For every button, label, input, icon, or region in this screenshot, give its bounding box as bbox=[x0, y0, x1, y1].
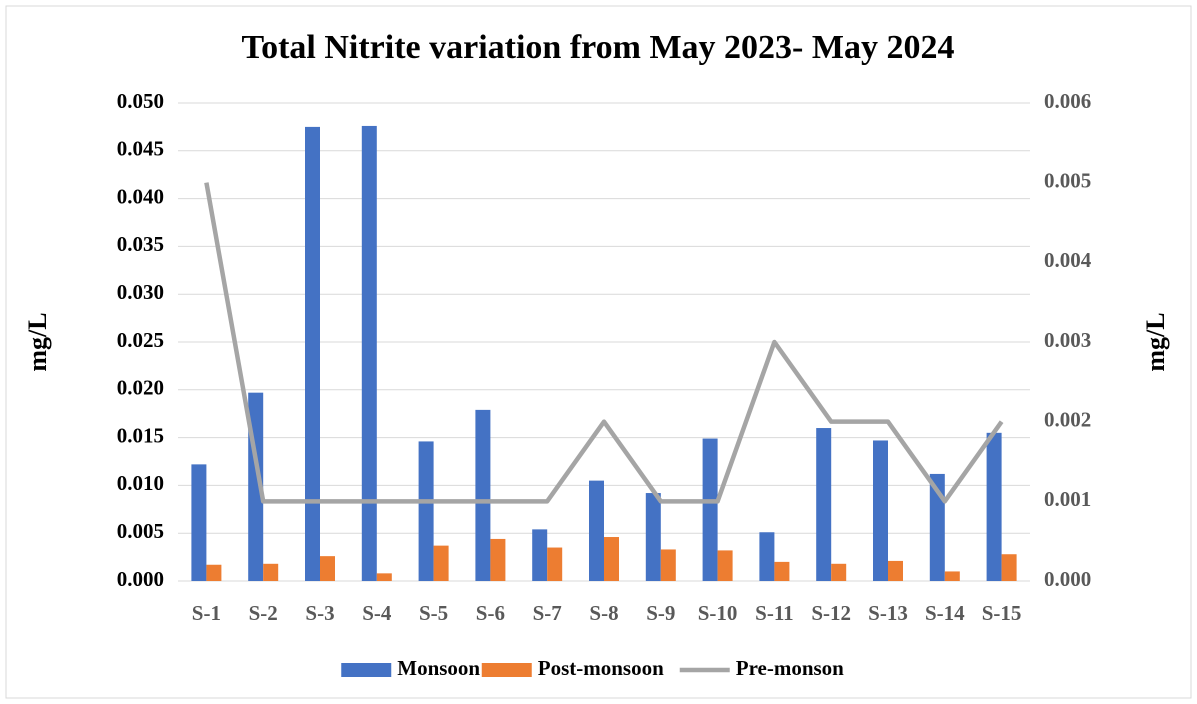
bar bbox=[191, 464, 207, 581]
chart-border bbox=[5, 5, 1192, 699]
bar bbox=[475, 409, 491, 581]
x-tick-label: S-6 bbox=[476, 601, 505, 625]
x-tick-label: S-15 bbox=[982, 601, 1022, 625]
y-tick-label: 0.030 bbox=[117, 280, 164, 304]
y2-tick-label: 0.002 bbox=[1044, 407, 1091, 431]
bar bbox=[532, 529, 548, 581]
x-tick-label: S-2 bbox=[249, 601, 278, 625]
y2-tick-label: 0.006 bbox=[1044, 89, 1091, 113]
x-tick-label: S-1 bbox=[192, 601, 221, 625]
x-tick-label: S-7 bbox=[533, 601, 562, 625]
x-tick-label: S-13 bbox=[868, 601, 908, 625]
legend-label: Post-monsoon bbox=[538, 656, 664, 680]
y2-tick-label: 0.003 bbox=[1044, 328, 1091, 352]
bar bbox=[986, 432, 1002, 581]
bar bbox=[645, 493, 661, 581]
y-tick-label: 0.000 bbox=[117, 567, 164, 591]
x-tick-label: S-5 bbox=[419, 601, 448, 625]
bar bbox=[490, 538, 506, 581]
bar bbox=[717, 550, 733, 581]
y-tick-label: 0.020 bbox=[117, 376, 164, 400]
bar bbox=[320, 556, 335, 581]
bar bbox=[263, 563, 279, 581]
y-axis-label: mg/L bbox=[23, 312, 52, 371]
bar bbox=[361, 125, 377, 581]
bar bbox=[433, 545, 449, 581]
bar bbox=[774, 561, 790, 581]
bar bbox=[206, 564, 222, 581]
x-tick-label: S-9 bbox=[646, 601, 675, 625]
bar bbox=[759, 532, 775, 581]
bar bbox=[604, 537, 619, 581]
x-tick-label: S-10 bbox=[698, 601, 738, 625]
bar bbox=[702, 438, 718, 581]
x-tick-label: S-11 bbox=[755, 601, 794, 625]
y-tick-label: 0.005 bbox=[117, 519, 164, 543]
y-tick-label: 0.040 bbox=[117, 184, 164, 208]
y2-tick-label: 0.005 bbox=[1044, 168, 1091, 192]
legend-label: Pre-monson bbox=[736, 656, 844, 680]
bar bbox=[888, 560, 903, 581]
y-tick-label: 0.025 bbox=[117, 328, 164, 352]
y-tick-label: 0.045 bbox=[117, 137, 164, 161]
bar bbox=[589, 480, 604, 581]
x-tick-label: S-12 bbox=[811, 601, 851, 625]
bar bbox=[816, 428, 832, 581]
x-tick-label: S-8 bbox=[589, 601, 618, 625]
y2-tick-label: 0.000 bbox=[1044, 567, 1091, 591]
line bbox=[204, 182, 1004, 504]
bar bbox=[831, 563, 847, 581]
legend-swatch bbox=[481, 663, 532, 677]
y-tick-label: 0.010 bbox=[117, 471, 164, 495]
x-tick-label: S-3 bbox=[305, 601, 334, 625]
chart-title: Total Nitrite variation from May 2023- M… bbox=[242, 29, 955, 66]
y2-tick-label: 0.004 bbox=[1044, 248, 1092, 272]
y-tick-label: 0.050 bbox=[117, 89, 164, 113]
legend-swatch bbox=[341, 663, 392, 677]
x-tick-label: S-4 bbox=[362, 601, 392, 625]
bar bbox=[944, 571, 960, 581]
y2-tick-label: 0.001 bbox=[1044, 487, 1091, 511]
bar bbox=[418, 441, 434, 581]
y-tick-label: 0.035 bbox=[117, 232, 164, 256]
bar bbox=[660, 549, 676, 581]
bar bbox=[929, 473, 945, 581]
legend-label: Monsoon bbox=[397, 656, 480, 680]
y2-axis-label: mg/L bbox=[1141, 312, 1170, 371]
bar bbox=[376, 573, 392, 581]
bar bbox=[1001, 554, 1017, 581]
x-tick-label: S-14 bbox=[925, 601, 965, 625]
y-tick-label: 0.015 bbox=[117, 423, 164, 447]
bar bbox=[305, 126, 320, 582]
bar bbox=[873, 440, 888, 581]
bar bbox=[547, 547, 563, 581]
